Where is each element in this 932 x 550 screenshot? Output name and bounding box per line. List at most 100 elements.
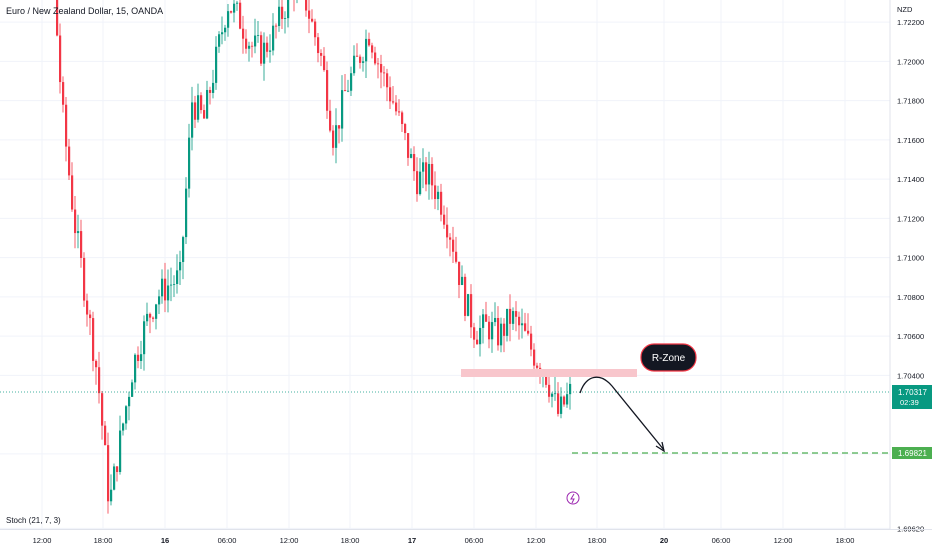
candle-body bbox=[320, 53, 323, 56]
candle-body bbox=[158, 296, 161, 305]
time-tick-label: 06:00 bbox=[465, 536, 484, 545]
candle-body bbox=[527, 330, 530, 334]
candle-body bbox=[350, 73, 353, 91]
candle-body bbox=[164, 278, 167, 301]
candle-body bbox=[149, 313, 152, 318]
candle-body bbox=[236, 2, 239, 4]
price-tick-label: 1.70800 bbox=[897, 293, 924, 302]
candle-body bbox=[95, 360, 98, 368]
candle-body bbox=[323, 55, 326, 71]
candle-body bbox=[200, 95, 203, 111]
time-tick-label: 18:00 bbox=[836, 536, 855, 545]
candle-body bbox=[251, 45, 254, 47]
candle-body bbox=[461, 276, 464, 286]
candle-body bbox=[389, 87, 392, 102]
time-tick-label: 17 bbox=[408, 536, 416, 545]
candle-body bbox=[113, 466, 116, 490]
target-price-value: 1.69821 bbox=[898, 449, 927, 458]
candle-body bbox=[437, 191, 440, 200]
candle-body bbox=[383, 72, 386, 74]
candle-body bbox=[122, 423, 125, 431]
candle-body bbox=[263, 42, 266, 64]
projection-arrow bbox=[579, 376, 665, 451]
chart-overlays: R-Zone bbox=[0, 343, 890, 505]
symbol-title[interactable]: Euro / New Zealand Dollar, 15, OANDA bbox=[6, 6, 164, 16]
candle-body bbox=[215, 46, 218, 83]
candle-body bbox=[530, 333, 533, 350]
candle-body bbox=[545, 374, 548, 385]
candle-body bbox=[338, 125, 341, 129]
time-tick-label: 16 bbox=[161, 536, 169, 545]
candle-body bbox=[509, 308, 512, 324]
candle-body bbox=[146, 313, 149, 322]
time-tick-label: 12:00 bbox=[280, 536, 299, 545]
candle-body bbox=[356, 55, 359, 57]
time-tick-label: 06:00 bbox=[712, 536, 731, 545]
candle-body bbox=[68, 146, 71, 176]
time-tick-label: 06:00 bbox=[218, 536, 237, 545]
indicator-legend[interactable]: Stoch (21, 7, 3) bbox=[6, 516, 61, 525]
candle-body bbox=[284, 18, 287, 19]
candle-body bbox=[248, 45, 251, 49]
candle-body bbox=[500, 323, 503, 346]
event-marker-icon[interactable] bbox=[566, 491, 580, 505]
candle-body bbox=[194, 102, 197, 120]
candle-body bbox=[137, 354, 140, 361]
price-axis[interactable]: NZD 1.732001.730001.728001.726001.724001… bbox=[889, 0, 924, 550]
price-tick-label: 1.70400 bbox=[897, 371, 924, 380]
candle-body bbox=[419, 171, 422, 195]
candle-body bbox=[401, 112, 404, 125]
time-tick-label: 12:00 bbox=[527, 536, 546, 545]
candle-body bbox=[110, 489, 113, 502]
candle-body bbox=[521, 323, 524, 326]
candle-body bbox=[440, 191, 443, 215]
candle-body bbox=[266, 42, 269, 52]
candle-body bbox=[485, 314, 488, 322]
price-tick-label: 1.71200 bbox=[897, 214, 924, 223]
time-tick-label: 18:00 bbox=[588, 536, 607, 545]
time-tick-label: 20 bbox=[660, 536, 668, 545]
candle-body bbox=[548, 384, 551, 397]
pane-separator[interactable] bbox=[0, 529, 932, 530]
candle-body bbox=[407, 133, 410, 158]
candle-body bbox=[482, 314, 485, 328]
candlestick-series bbox=[56, 0, 572, 514]
zone-label: R-Zone bbox=[652, 353, 686, 364]
candle-body bbox=[314, 21, 317, 38]
candle-body bbox=[212, 82, 215, 93]
price-tick-label: 1.71400 bbox=[897, 175, 924, 184]
candle-body bbox=[116, 466, 119, 472]
candle-body bbox=[494, 317, 497, 323]
candle-body bbox=[224, 27, 227, 33]
candle-body bbox=[359, 56, 362, 63]
candle-body bbox=[209, 89, 212, 93]
candle-body bbox=[188, 137, 191, 189]
candle-body bbox=[131, 382, 134, 397]
candle-body bbox=[161, 278, 164, 297]
candle-body bbox=[416, 171, 419, 195]
time-axis[interactable]: 12:00 18:00 16 06:00 12:00 18:00 17 06:00 12:00 1… bbox=[33, 536, 855, 545]
candle-body bbox=[86, 300, 89, 315]
candle-body bbox=[170, 284, 173, 286]
candle-body bbox=[443, 214, 446, 225]
zone-label-badge bbox=[640, 343, 697, 372]
price-tick-label: 1.71800 bbox=[897, 97, 924, 106]
candle-body bbox=[554, 393, 557, 395]
candle-body bbox=[467, 294, 470, 316]
candle-body bbox=[119, 430, 122, 472]
candle-body bbox=[497, 317, 500, 346]
candle-body bbox=[203, 110, 206, 119]
candle-body bbox=[71, 175, 74, 210]
current-price-tag bbox=[892, 385, 932, 409]
price-tick-label: 1.71600 bbox=[897, 136, 924, 145]
candle-body bbox=[134, 354, 137, 383]
candle-body bbox=[83, 257, 86, 301]
candle-body bbox=[458, 261, 461, 286]
candle-body bbox=[143, 321, 146, 355]
candle-body bbox=[305, 0, 308, 11]
candle-body bbox=[425, 162, 428, 185]
candle-body bbox=[140, 354, 143, 361]
candle-body bbox=[185, 188, 188, 238]
candle-body bbox=[275, 25, 278, 27]
